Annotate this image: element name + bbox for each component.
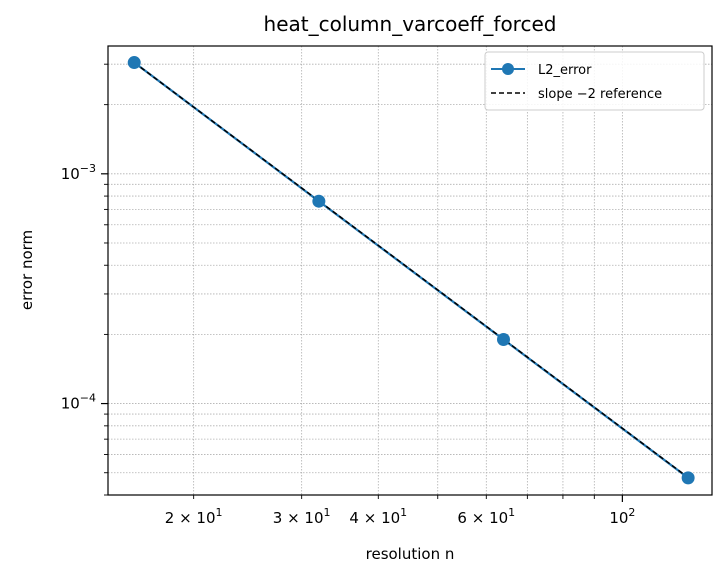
x-tick-label: 2 × 101 [165, 506, 223, 527]
y-tick-label: 10−4 [61, 392, 96, 413]
data-point-l2-error [127, 56, 141, 70]
ticks: 2 × 101 3 × 101 4 × 101 6 × 101 102 10−4 10−3 [61, 63, 635, 527]
x-tick-label: 4 × 101 [349, 506, 407, 527]
series-line-reference [133, 61, 689, 479]
legend-marker-l2-error [502, 63, 514, 75]
legend-label-reference: slope −2 reference [538, 87, 662, 102]
y-tick-label: 10−3 [61, 162, 96, 183]
legend-box [484, 51, 705, 111]
series-layer [127, 56, 695, 485]
legend: L2_error slope −2 reference [484, 51, 705, 111]
x-axis-label: resolution n [366, 545, 455, 563]
y-axis-label: error norm [18, 230, 36, 310]
data-point-l2-error [681, 471, 695, 485]
plot-frame [107, 45, 713, 496]
data-point-l2-error [496, 333, 510, 347]
chart-title: heat_column_varcoeff_forced [264, 12, 557, 36]
legend-label-l2-error: L2_error [538, 63, 592, 78]
data-point-l2-error [312, 194, 326, 208]
x-tick-label: 102 [609, 506, 635, 527]
x-tick-label: 3 × 101 [273, 506, 331, 527]
x-tick-label: 6 × 101 [457, 506, 515, 527]
